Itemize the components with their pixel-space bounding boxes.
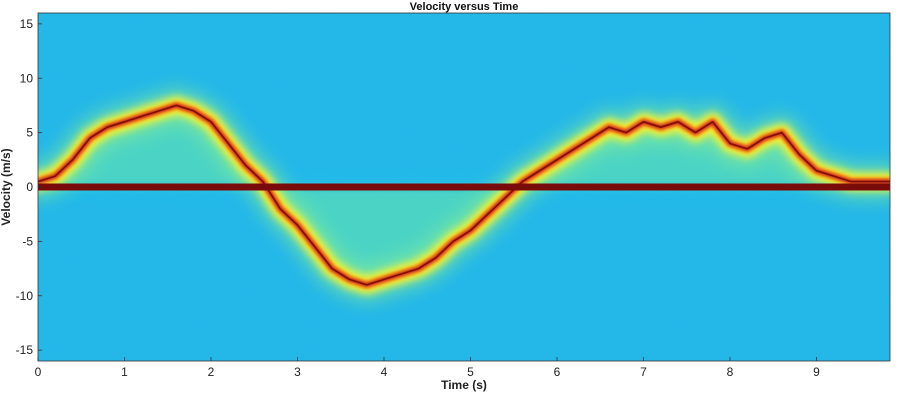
y-tick-label: -5: [22, 234, 33, 248]
heatmap-plot-area: [38, 13, 890, 361]
x-tick-label: 6: [554, 365, 561, 379]
y-tick-label: 5: [26, 126, 33, 140]
x-axis-title: Time (s): [441, 378, 487, 392]
x-tick-label: 1: [121, 365, 128, 379]
y-axis: 15 10 5 0 -5 -10 -15: [16, 17, 42, 357]
x-tick-label: 5: [467, 365, 474, 379]
x-tick-label: 7: [640, 365, 647, 379]
zero-velocity-band: [38, 183, 890, 191]
x-axis: 0 1 2 3 4 5 6 7 8 9: [35, 357, 820, 379]
y-tick-label: 0: [26, 180, 33, 194]
x-tick-label: 8: [727, 365, 734, 379]
chart-title: Velocity versus Time: [410, 1, 519, 13]
x-tick-label: 2: [208, 365, 215, 379]
x-tick-label: 0: [35, 365, 42, 379]
x-tick-label: 9: [813, 365, 820, 379]
y-tick-label: 10: [20, 71, 34, 85]
x-tick-label: 3: [294, 365, 301, 379]
x-tick-label: 4: [381, 365, 388, 379]
spectrum-inner-area: [38, 105, 890, 285]
y-tick-label: 15: [20, 17, 34, 31]
velocity-trace: [38, 88, 890, 302]
y-axis-title: Velocity (m/s): [0, 148, 13, 225]
trace-core-dark: [38, 104, 890, 286]
y-tick-label: -10: [16, 289, 34, 303]
y-tick-label: -15: [16, 343, 34, 357]
